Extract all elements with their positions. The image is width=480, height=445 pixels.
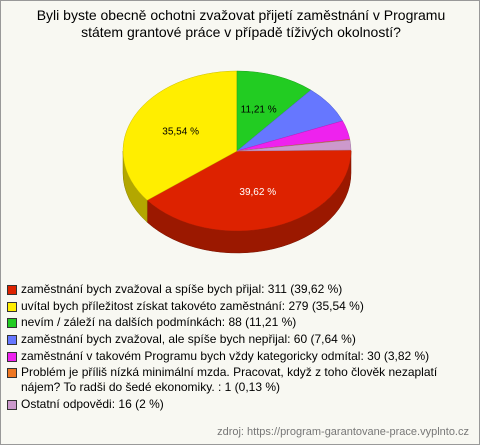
legend-swatch (7, 351, 17, 362)
legend-item: zaměstnání v takovém Programu bych vždy … (7, 349, 447, 364)
value-label: 11,21 % (241, 104, 277, 115)
legend-label: Problém je příliš nízká minimální mzda. … (21, 365, 438, 395)
chart-title: Byli byste obecně ochotni zvažovat přije… (36, 7, 446, 40)
slice (146, 149, 352, 232)
legend-swatch (7, 318, 17, 329)
legend-label: nevím / záleží na dalších podmínkách: 88… (21, 315, 297, 330)
legend-swatch (7, 368, 17, 379)
slice (236, 139, 352, 152)
legend-item: uvítal bych příležitost získat takovéto … (7, 299, 447, 314)
value-label: 35,54 % (162, 126, 199, 137)
legend-item: zaměstnání bych zvažoval, ale spíše bych… (7, 332, 447, 347)
slice (122, 70, 238, 201)
source: zdroj: https://program-garantovane-prace… (217, 426, 469, 438)
pie-area: 39,62 % 35,54 % 11,21 % (122, 70, 352, 254)
legend-label: zaměstnání bych zvažoval, ale spíše bych… (21, 332, 356, 347)
legend: zaměstnání bych zvažoval a spíše bych př… (7, 282, 447, 414)
legend-label: zaměstnání v takovém Programu bych vždy … (21, 348, 430, 363)
legend-item: Ostatní odpovědi: 16 (2 %) (7, 397, 447, 412)
slice (236, 70, 312, 152)
legend-swatch (7, 400, 17, 411)
legend-label: zaměstnání bych zvažoval a spíše bych př… (21, 282, 343, 296)
legend-label: uvítal bych příležitost získat takovéto … (21, 298, 364, 313)
legend-item: zaměstnání bych zvažoval a spíše bych př… (7, 282, 447, 297)
legend-swatch (7, 285, 17, 295)
legend-swatch (7, 335, 17, 346)
value-label: 39,62 % (239, 187, 276, 198)
legend-label: Ostatní odpovědi: 16 (2 %) (21, 397, 164, 412)
legend-item: Problém je příliš nízká minimální mzda. … (7, 365, 447, 395)
legend-swatch (7, 301, 17, 312)
legend-item: nevím / záleží na dalších podmínkách: 88… (7, 315, 447, 330)
